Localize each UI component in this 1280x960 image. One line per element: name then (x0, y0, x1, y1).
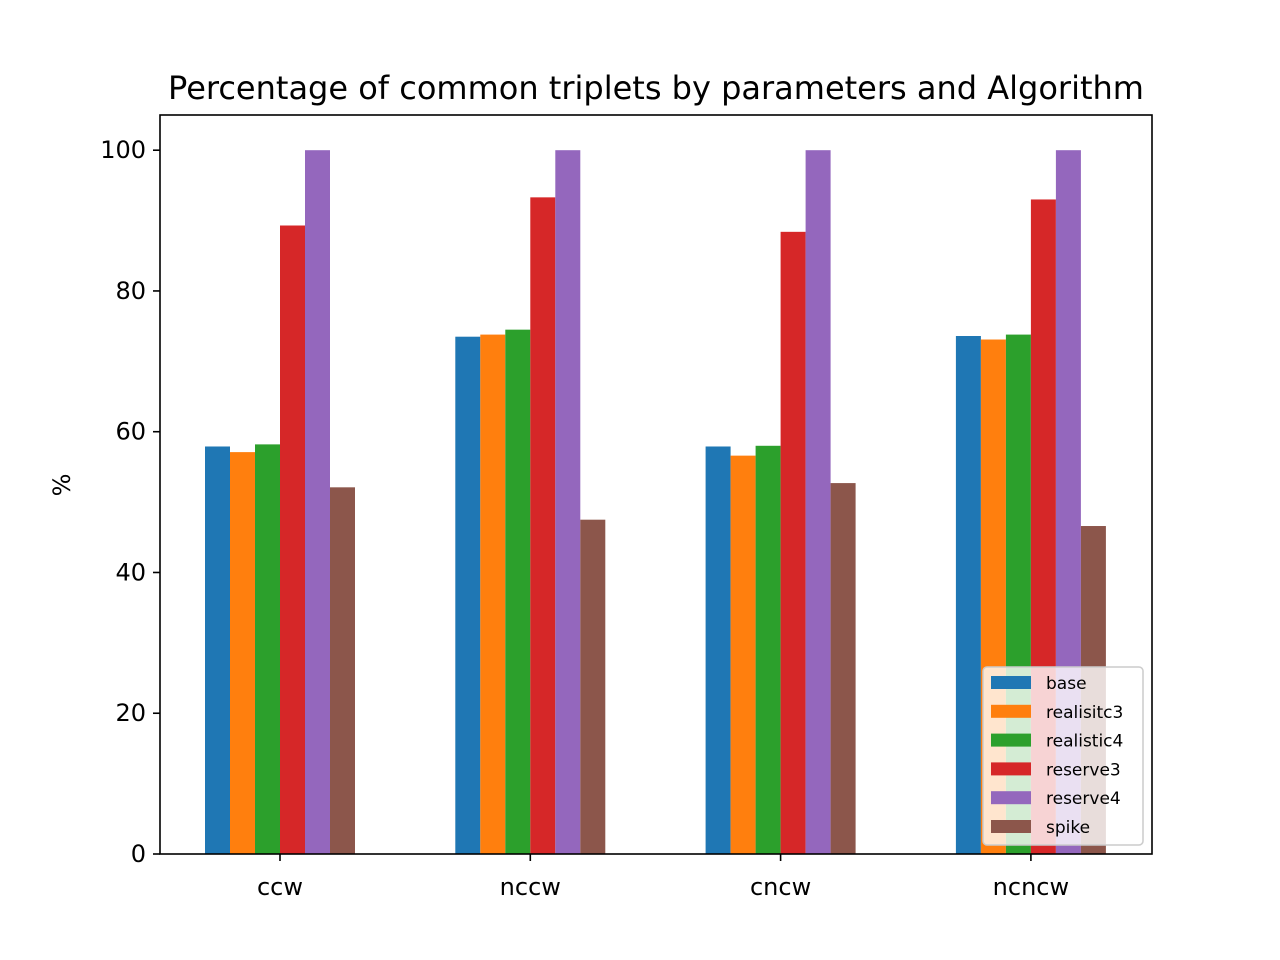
y-tick-label: 80 (115, 277, 146, 305)
legend-swatch-reserve3 (991, 762, 1031, 776)
bar-reserve4-ccw (305, 150, 330, 854)
bar-realisitc3-cncw (730, 455, 756, 854)
plot-frame (159, 114, 1153, 855)
bar-realisitc3-nccw (480, 334, 506, 855)
x-tick-label-nccw: nccw (500, 873, 561, 901)
legend-label-reserve4: reserve4 (1046, 789, 1121, 809)
x-tick-label-ccw: ccw (257, 873, 303, 901)
y-tick-label: 20 (115, 699, 146, 727)
legend-swatch-spike (991, 820, 1031, 833)
legend-label-base: base (1046, 674, 1087, 694)
legend-label-reserve3: reserve3 (1046, 760, 1121, 780)
bar-realistic4-ccw (255, 444, 280, 854)
bar-reserve4-cncw (805, 150, 831, 854)
bar-realistic4-nccw (505, 329, 531, 854)
bar-spike-cncw (830, 483, 856, 854)
y-axis: 0 20 40 60 80 100 (100, 136, 160, 868)
bar-spike-nccw (580, 519, 606, 854)
legend-swatch-realistic4 (991, 733, 1031, 747)
bar-reserve4-nccw (555, 150, 581, 854)
legend-label-realisitc3: realisitc3 (1046, 703, 1123, 723)
bar-base-cncw (705, 446, 731, 854)
y-axis-title: % (48, 474, 76, 497)
bar-base-ccw (205, 446, 230, 854)
y-tick-label: 60 (115, 418, 146, 446)
chart-title: Percentage of common triplets by paramet… (168, 69, 1144, 107)
legend-label-spike: spike (1046, 818, 1090, 838)
x-axis: ccw nccw cncw ncncw (257, 854, 1069, 901)
legend-swatch-base (991, 676, 1031, 689)
x-tick-label-ncncw: ncncw (993, 873, 1069, 901)
bar-realistic4-cncw (755, 445, 781, 854)
legend-swatch-reserve4 (991, 791, 1031, 805)
bar-spike-ccw (330, 487, 355, 854)
legend: base realisitc3 realistic4 reserve3 reserve4… (982, 666, 1144, 846)
bar-reserve3-nccw (530, 197, 556, 855)
bar-realisitc3-ccw (230, 452, 255, 854)
bar-reserve3-cncw (780, 231, 806, 854)
legend-swatch-realisitc3 (991, 704, 1031, 718)
bar-reserve3-ccw (280, 225, 305, 854)
y-tick-label: 100 (100, 136, 146, 164)
y-tick-label: 40 (115, 558, 146, 586)
legend-label-realistic4: realistic4 (1046, 732, 1123, 752)
bar-base-ncncw (955, 336, 981, 854)
y-tick-label: 0 (131, 840, 146, 868)
bar-base-nccw (455, 336, 481, 854)
x-tick-label-cncw: cncw (750, 873, 811, 901)
